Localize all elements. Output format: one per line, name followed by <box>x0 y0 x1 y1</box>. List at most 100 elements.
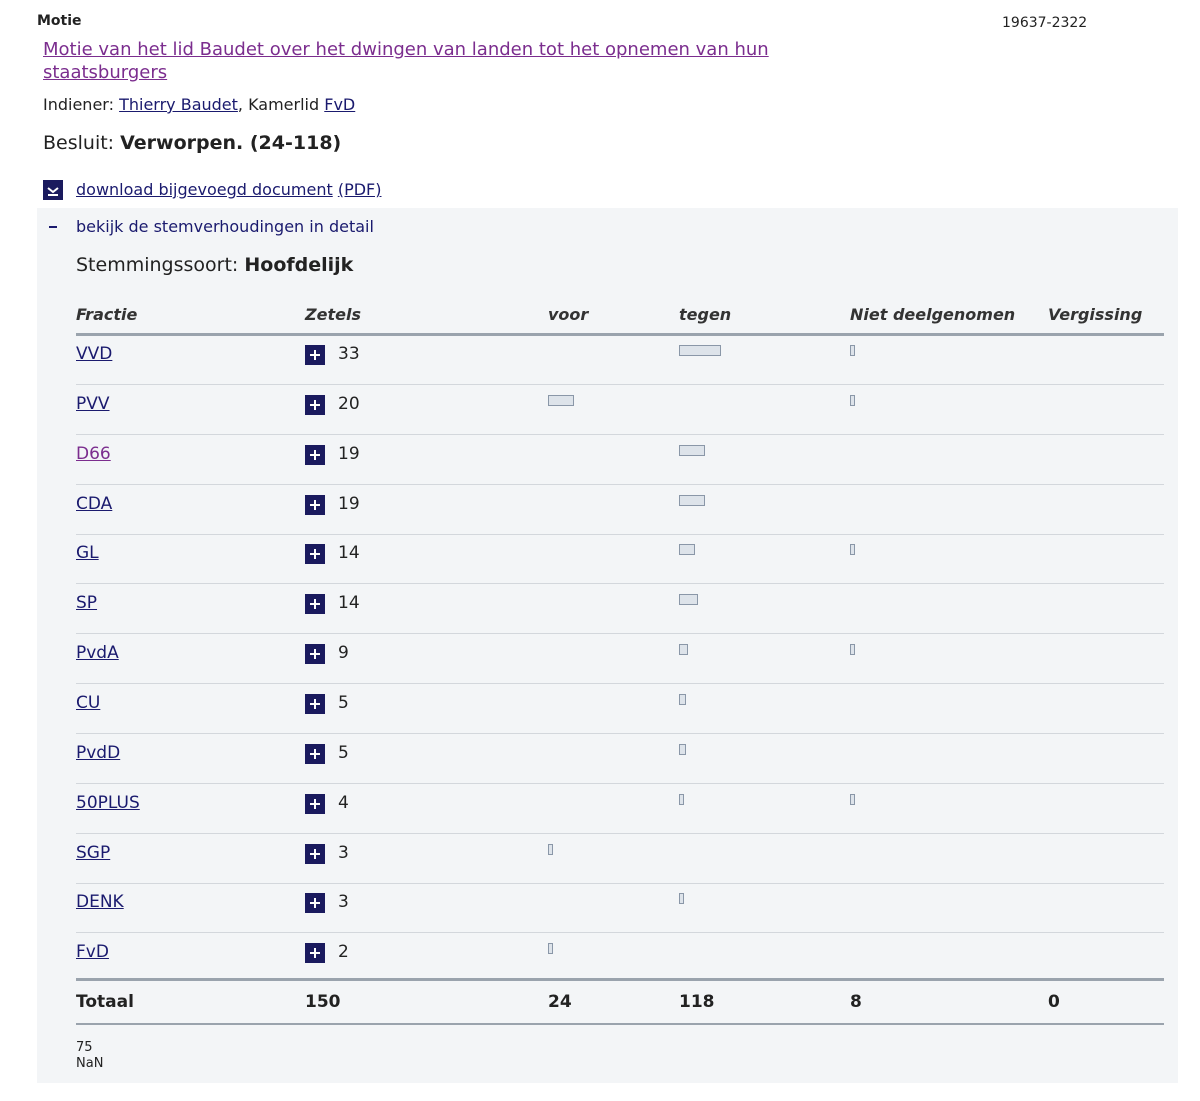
seats: 14 <box>338 543 360 564</box>
row-rule <box>76 932 1164 934</box>
vote-bar <box>548 394 574 406</box>
expand-icon[interactable] <box>305 345 325 365</box>
party-link[interactable]: DENK <box>76 892 124 913</box>
type-label: Motie <box>37 13 82 29</box>
indiener-role: , Kamerlid <box>237 95 320 114</box>
expand-icon[interactable] <box>305 893 325 914</box>
seats: 3 <box>338 842 349 863</box>
total-cell: 150 <box>305 992 341 1013</box>
stemmingssoort-label: Stemmingssoort: <box>76 254 239 276</box>
vote-bar <box>679 693 686 705</box>
vote-bar <box>679 345 721 356</box>
header-rule <box>76 333 1164 336</box>
motion-title[interactable]: Motie van het lid Baudet over het dwinge… <box>43 39 769 83</box>
indiener-label: Indiener: <box>43 95 114 114</box>
column-header: tegen <box>679 305 732 324</box>
row-rule <box>76 832 1164 834</box>
expand-icon[interactable] <box>305 793 325 814</box>
vote-panel <box>37 208 1178 1083</box>
column-header: voor <box>548 305 589 324</box>
party-link[interactable]: GL <box>76 543 99 564</box>
indiener-party[interactable]: FvD <box>324 95 356 114</box>
party-link[interactable]: 50PLUS <box>76 792 140 813</box>
detail-toggle[interactable]: bekijk de stemverhoudingen in detail <box>76 217 374 236</box>
party-link[interactable]: PVV <box>76 393 110 414</box>
seats: 19 <box>338 443 360 464</box>
footer-line: 75 <box>76 1040 93 1055</box>
expand-icon[interactable] <box>305 943 325 964</box>
indiener: Indiener: Thierry Baudet, Kamerlid FvD <box>43 95 355 114</box>
seats: 3 <box>338 892 349 913</box>
besluit-label: Besluit: <box>43 132 115 154</box>
party-link[interactable]: FvD <box>76 942 109 963</box>
indiener-name[interactable]: Thierry Baudet <box>119 95 238 114</box>
seats: 4 <box>338 792 349 813</box>
total-cell: 118 <box>679 992 715 1013</box>
download-link[interactable]: download bijgevoegd document <box>76 180 333 199</box>
vote-bar <box>850 544 855 556</box>
column-header: Niet deelgenomen <box>850 305 1016 324</box>
download-row: download bijgevoegd document (PDF) <box>76 180 381 199</box>
vote-bar <box>850 345 855 356</box>
seats: 5 <box>338 692 349 713</box>
row-rule <box>76 782 1164 784</box>
expand-icon[interactable] <box>305 544 325 565</box>
vote-bar <box>850 394 855 406</box>
party-link[interactable]: SP <box>76 593 98 614</box>
expand-icon[interactable] <box>305 394 325 415</box>
row-rule <box>76 384 1164 385</box>
footer-line: NaN <box>76 1056 104 1071</box>
expand-icon[interactable] <box>305 644 325 665</box>
column-header: Fractie <box>76 305 138 324</box>
footer: 75 NaN <box>76 1040 103 1072</box>
expand-icon[interactable] <box>305 494 325 515</box>
stemmingssoort: Stemmingssoort: Hoofdelijk <box>76 254 353 276</box>
row-rule <box>76 583 1164 585</box>
besluit: Besluit: Verworpen. (24-118) <box>43 132 341 154</box>
party-link[interactable]: CDA <box>76 493 113 514</box>
party-link[interactable]: PvdD <box>76 742 121 763</box>
expand-icon[interactable] <box>305 444 325 465</box>
vote-bar <box>679 893 684 905</box>
download-icon[interactable] <box>43 180 63 200</box>
expand-icon[interactable] <box>305 843 325 864</box>
vote-bar <box>679 743 686 755</box>
vote-bar <box>679 544 696 556</box>
expand-icon[interactable] <box>305 693 325 714</box>
party-link[interactable]: PvdA <box>76 643 119 664</box>
expand-icon[interactable] <box>305 743 325 764</box>
collapse-icon[interactable] <box>43 217 63 237</box>
seats: 20 <box>338 393 360 414</box>
row-rule <box>76 732 1164 734</box>
vote-bar <box>679 644 689 656</box>
besluit-value: Verworpen. (24-118) <box>120 132 342 154</box>
total-cell: 24 <box>548 992 572 1013</box>
seats: 19 <box>338 493 360 514</box>
row-rule <box>76 633 1164 635</box>
party-link[interactable]: SGP <box>76 842 111 863</box>
party-link[interactable]: CU <box>76 692 101 713</box>
seats: 9 <box>338 643 349 664</box>
vote-bar <box>679 793 684 805</box>
seats: 33 <box>338 344 360 364</box>
column-header: Zetels <box>305 305 361 324</box>
total-cell: 8 <box>850 992 862 1013</box>
vote-bar <box>850 644 855 656</box>
row-rule <box>76 882 1164 884</box>
stemmingssoort-value: Hoofdelijk <box>244 254 354 276</box>
pdf-link[interactable]: (PDF) <box>337 180 382 199</box>
total-bottom-rule <box>76 1023 1164 1026</box>
party-link[interactable]: D66 <box>76 443 111 464</box>
row-rule <box>76 683 1164 685</box>
column-header: Vergissing <box>1048 305 1143 324</box>
party-link[interactable]: VVD <box>76 344 113 364</box>
vote-bar <box>850 793 855 805</box>
row-rule <box>76 483 1164 485</box>
seats: 2 <box>338 942 349 963</box>
seats: 5 <box>338 742 349 763</box>
expand-icon[interactable] <box>305 594 325 615</box>
motion-number: 19637-2322 <box>1002 15 1088 31</box>
seats: 14 <box>338 593 360 614</box>
vote-bar <box>548 943 553 955</box>
